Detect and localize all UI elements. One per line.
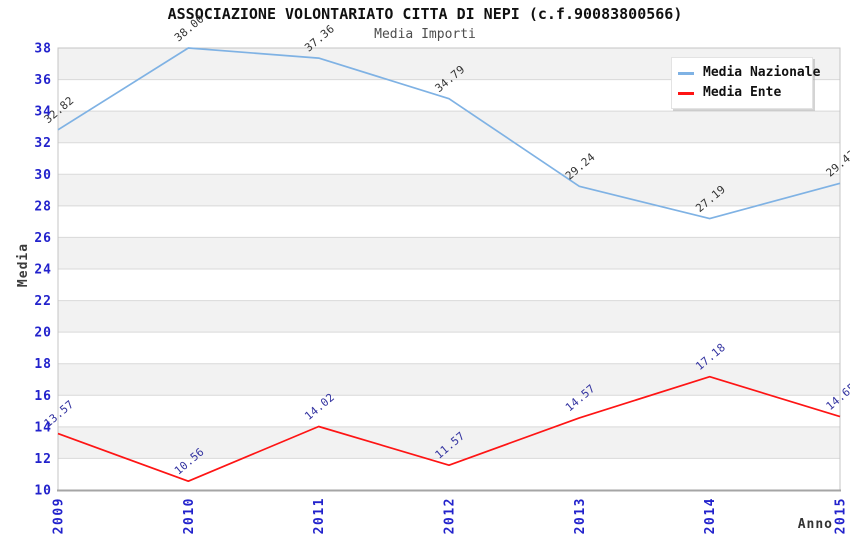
y-tick-label: 22 bbox=[34, 294, 52, 309]
x-tick-label: 2011 bbox=[312, 497, 327, 534]
legend-label-media-nazionale: Media Nazionale bbox=[703, 65, 821, 80]
y-tick-label: 30 bbox=[34, 168, 52, 183]
point-label: 29.43 bbox=[824, 147, 850, 179]
band bbox=[58, 426, 840, 459]
y-tick-label: 12 bbox=[34, 452, 52, 467]
legend-marker-media-nazionale bbox=[678, 71, 694, 75]
band bbox=[58, 111, 840, 143]
y-tick-label: 20 bbox=[34, 326, 52, 341]
band bbox=[58, 174, 840, 206]
y-axis-title: Media bbox=[16, 243, 31, 287]
y-tick-label: 36 bbox=[34, 73, 52, 88]
legend: Media Nazionale Media Ente bbox=[671, 57, 820, 109]
legend-marker-media-ente bbox=[678, 91, 694, 95]
chart-subtitle: Media Importi bbox=[374, 27, 476, 42]
x-tick-label: 2009 bbox=[52, 497, 67, 534]
chart-title: ASSOCIAZIONE VOLONTARIATO CITTA DI NEPI … bbox=[167, 5, 683, 23]
point-label: 38.00 bbox=[172, 12, 207, 44]
legend-item-media-nazionale: Media Nazionale bbox=[678, 63, 820, 83]
x-tick-label: 2014 bbox=[703, 497, 718, 534]
legend-label-media-ente: Media Ente bbox=[703, 85, 782, 100]
y-tick-label: 26 bbox=[34, 231, 52, 246]
y-tick-label: 28 bbox=[34, 199, 52, 214]
y-tick-label: 34 bbox=[34, 105, 52, 120]
series-line-media-nazionale bbox=[57, 47, 841, 220]
x-tick-label: 2013 bbox=[573, 497, 588, 534]
series-line-media-ente bbox=[57, 375, 841, 483]
plot-gridlines bbox=[57, 47, 841, 492]
y-tick-label: 18 bbox=[34, 357, 52, 372]
x-axis-title: Anno bbox=[798, 517, 833, 532]
y-tick-label: 38 bbox=[34, 42, 52, 57]
band bbox=[58, 363, 840, 396]
x-tick-label: 2012 bbox=[443, 497, 458, 534]
band bbox=[58, 237, 840, 269]
x-tick-label: 2010 bbox=[182, 497, 197, 534]
y-tick-label: 32 bbox=[34, 136, 52, 151]
y-tick-label: 10 bbox=[34, 484, 52, 499]
y-tick-label: 14 bbox=[34, 420, 52, 435]
y-tick-label: 16 bbox=[34, 389, 52, 404]
legend-item-media-ente: Media Ente bbox=[678, 83, 812, 103]
y-tick-label: 24 bbox=[34, 263, 52, 278]
band bbox=[58, 300, 840, 333]
plot-bands bbox=[58, 48, 840, 459]
axis-tick-labels: 10 12 14 16 18 20 22 24 26 28 30 32 34 36 38 2009 2010 20… bbox=[34, 42, 848, 535]
series-lines bbox=[57, 47, 841, 483]
x-tick-label: 2015 bbox=[834, 497, 849, 534]
